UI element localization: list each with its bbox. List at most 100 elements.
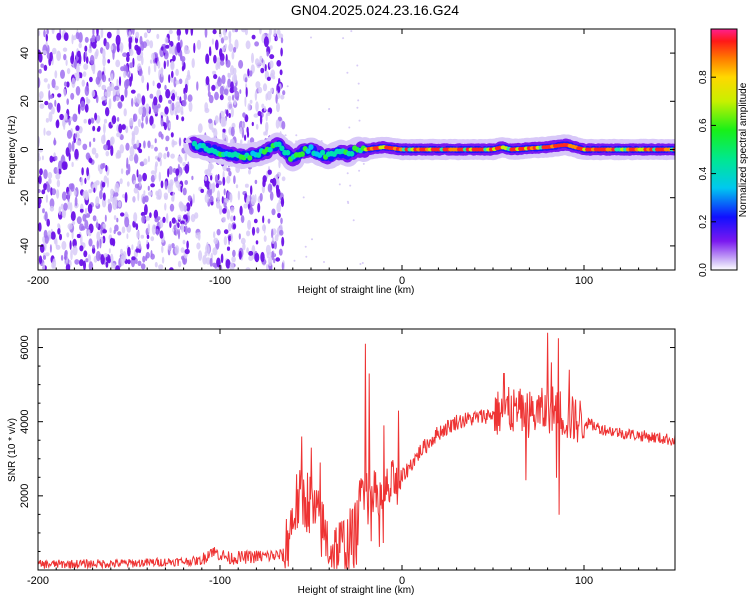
noise-speck: [244, 96, 247, 107]
noise-speck: [233, 73, 237, 84]
noise-speck: [265, 113, 268, 122]
noise-speck: [276, 29, 281, 35]
noise-speck: [127, 246, 131, 257]
noise-speck: [204, 176, 208, 182]
noise-speck: [127, 259, 131, 265]
noise-speck: [233, 175, 236, 185]
noise-speck: [237, 190, 241, 201]
noise-speck: [46, 218, 50, 227]
noise-speck: [187, 94, 193, 102]
noise-speck: [78, 32, 83, 43]
noise-speck: [213, 128, 218, 139]
noise-speck: [105, 150, 110, 157]
noise-speck: [229, 262, 235, 270]
noise-speck: [275, 94, 278, 104]
noise-speck: [110, 145, 114, 157]
colorbar: 0.0 0.2 0.4 0.6 0.8 Normalized spectral ampl…: [698, 28, 749, 277]
noise-speck: [88, 238, 93, 247]
noise-speck: [269, 60, 274, 69]
noise-speck: [85, 56, 89, 64]
noise-speck: [202, 254, 207, 265]
noise-speck: [234, 39, 239, 50]
noise-speck: [358, 119, 361, 122]
noise-speck: [141, 122, 144, 129]
noise-speck: [226, 109, 229, 117]
noise-speck: [75, 125, 80, 131]
noise-speck: [342, 37, 345, 40]
noise-speck: [60, 69, 65, 80]
noise-speck: [43, 78, 48, 83]
noise-speck: [117, 201, 122, 208]
noise-speck: [84, 36, 89, 43]
noise-speck: [259, 29, 262, 35]
noise-speck: [280, 47, 283, 57]
noise-speck: [151, 52, 156, 60]
noise-speck: [116, 29, 120, 37]
noise-speck: [167, 184, 171, 194]
noise-speck: [63, 32, 69, 42]
noise-speck: [269, 54, 275, 60]
noise-speck: [154, 172, 157, 180]
noise-speck: [70, 249, 73, 261]
noise-speck: [227, 78, 232, 88]
noise-speck: [49, 51, 53, 62]
noise-speck: [156, 216, 161, 221]
noise-speck: [61, 161, 67, 171]
noise-speck: [260, 251, 265, 263]
noise-speck: [209, 182, 212, 190]
noise-speck: [273, 29, 277, 37]
noise-speck: [177, 228, 181, 240]
noise-speck: [71, 77, 76, 89]
noise-speck: [68, 183, 74, 190]
noise-speck: [168, 74, 171, 84]
noise-speck: [130, 72, 133, 82]
noise-speck: [105, 41, 110, 51]
noise-speck: [84, 51, 88, 58]
noise-speck: [114, 192, 119, 197]
noise-speck: [222, 176, 226, 186]
noise-speck: [61, 209, 65, 218]
noise-speck: [76, 233, 81, 239]
noise-speck: [112, 199, 118, 211]
noise-speck: [212, 247, 218, 256]
noise-speck: [357, 99, 360, 102]
noise-speck: [133, 180, 136, 185]
noise-speck: [181, 255, 185, 261]
noise-speck: [255, 101, 259, 112]
noise-speck: [95, 34, 101, 42]
noise-speck: [75, 71, 80, 82]
noise-speck: [208, 94, 214, 104]
noise-speck: [63, 53, 67, 61]
noise-speck: [47, 83, 50, 90]
noise-speck: [276, 36, 279, 41]
noise-speck: [226, 167, 231, 172]
noise-speck: [277, 116, 282, 122]
noise-speck: [184, 180, 188, 185]
noise-speck: [245, 40, 251, 50]
noise-speck: [240, 237, 246, 245]
noise-speck: [232, 223, 236, 230]
noise-speck: [118, 76, 122, 87]
noise-speck: [156, 33, 160, 40]
noise-speck: [79, 208, 84, 213]
noise-speck: [67, 199, 71, 210]
noise-speck: [223, 229, 229, 235]
noise-speck: [232, 94, 235, 101]
x-tick-label: 0: [399, 575, 405, 587]
noise-speck: [150, 236, 155, 242]
noise-speck: [230, 215, 234, 222]
noise-speck: [111, 115, 117, 125]
noise-speck: [350, 30, 353, 33]
noise-speck: [115, 34, 121, 46]
noise-speck: [158, 264, 164, 270]
noise-speck: [97, 125, 101, 132]
noise-speck: [71, 161, 74, 168]
noise-speck: [38, 148, 43, 153]
noise-speck: [205, 257, 211, 265]
noise-speck: [179, 39, 183, 48]
noise-speck: [262, 175, 267, 183]
noise-speck: [310, 36, 312, 39]
noise-speck: [233, 215, 236, 221]
noise-speck: [171, 89, 176, 95]
noise-speck: [142, 255, 146, 263]
